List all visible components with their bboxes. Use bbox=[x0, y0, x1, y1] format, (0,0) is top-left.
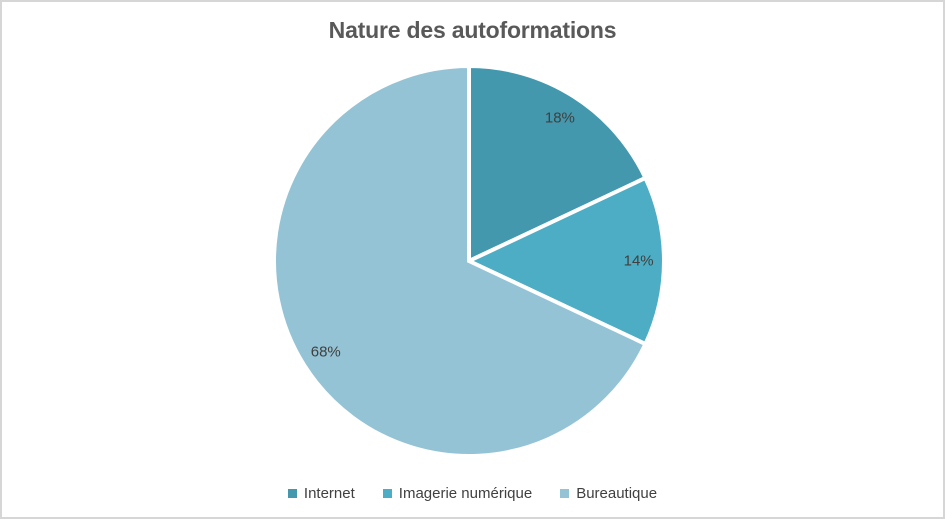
legend-label: Bureautique bbox=[576, 485, 658, 502]
pie-chart: 18% 14% 68% bbox=[272, 63, 666, 458]
pie-slice-label-internet: 18% bbox=[545, 109, 575, 126]
pie-slice-label-imagerie-numerique: 14% bbox=[624, 253, 654, 270]
pie-slice-bureautique bbox=[272, 63, 649, 458]
legend-swatch-icon bbox=[382, 489, 392, 498]
legend-label: Internet bbox=[303, 485, 355, 502]
legend-label: Imagerie numérique bbox=[398, 485, 533, 502]
pie-slice-imagerie-numerique bbox=[464, 175, 666, 347]
legend-swatch-icon bbox=[560, 489, 570, 498]
chart-legend: Internet Imagerie numérique Bureautique bbox=[2, 485, 943, 502]
legend-item-imagerie-numerique: Imagerie numérique bbox=[382, 485, 533, 502]
legend-item-bureautique: Bureautique bbox=[560, 485, 657, 502]
legend-item-internet: Internet bbox=[287, 485, 355, 502]
pie-slice-label-bureautique: 68% bbox=[311, 343, 341, 360]
pie-slice-internet bbox=[467, 63, 649, 265]
chart-title: Nature des autoformations bbox=[328, 17, 617, 43]
legend-swatch-icon bbox=[287, 489, 297, 498]
